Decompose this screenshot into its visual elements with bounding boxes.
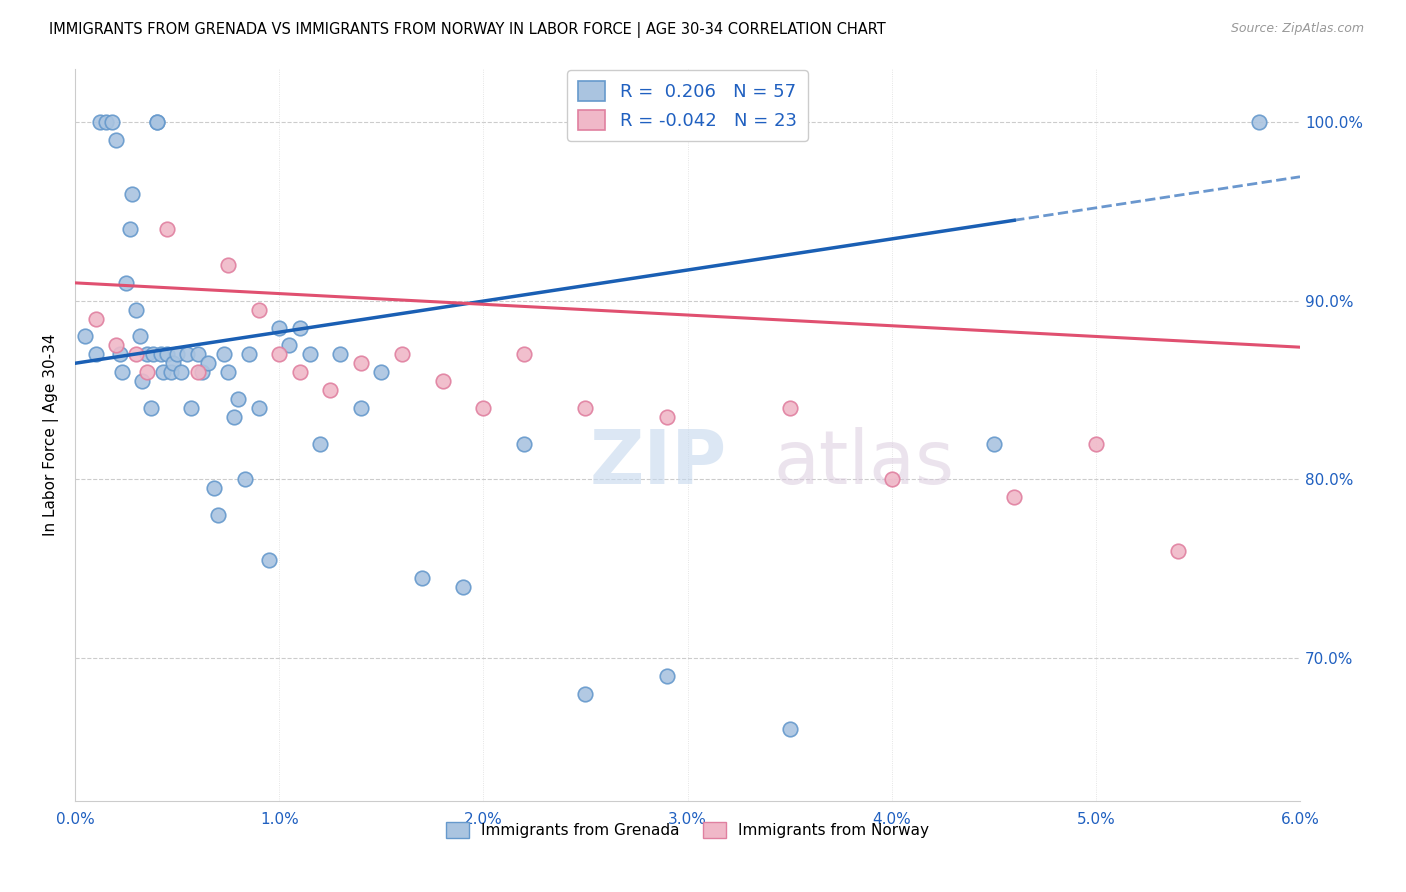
Point [156,347,179,361]
Point [655,669,678,683]
Point [574,401,596,415]
Point [104,338,127,352]
Point [160,365,183,379]
Point [162,356,184,370]
Point [84,311,107,326]
Point [202,481,225,495]
Point [149,347,172,361]
Point [217,258,239,272]
Point [139,401,162,415]
Point [89,115,111,129]
Point [131,374,153,388]
Point [247,401,270,415]
Point [319,383,342,397]
Point [329,347,352,361]
Point [152,365,174,379]
Point [288,365,311,379]
Point [104,133,127,147]
Y-axis label: In Labor Force | Age 30-34: In Labor Force | Age 30-34 [44,334,59,536]
Point [75,329,97,343]
Point [111,365,134,379]
Point [983,436,1005,450]
Point [156,222,179,236]
Point [125,302,148,317]
Point [145,115,167,129]
Point [880,472,903,486]
Point [197,356,219,370]
Point [779,723,801,737]
Point [472,401,495,415]
Point [120,222,142,236]
Point [411,571,433,585]
Point [108,347,131,361]
Point [145,115,167,129]
Point [370,365,392,379]
Point [1167,543,1189,558]
Point [170,365,193,379]
Point [655,409,678,424]
Point [176,347,198,361]
Point [513,347,536,361]
Point [224,409,246,424]
Point [257,553,280,567]
Point [212,347,235,361]
Point [129,329,152,343]
Point [350,401,373,415]
Point [166,347,188,361]
Point [779,401,801,415]
Point [135,347,157,361]
Point [1084,436,1107,450]
Point [121,186,143,201]
Point [247,302,270,317]
Legend: Immigrants from Grenada, Immigrants from Norway: Immigrants from Grenada, Immigrants from… [440,816,935,845]
Point [228,392,250,406]
Point [135,365,157,379]
Text: Source: ZipAtlas.com: Source: ZipAtlas.com [1230,22,1364,36]
Point [190,365,212,379]
Point [309,436,332,450]
Point [187,347,209,361]
Text: ZIP: ZIP [589,427,727,500]
Point [187,365,209,379]
Point [1249,115,1271,129]
Point [238,347,260,361]
Point [269,347,291,361]
Text: IMMIGRANTS FROM GRENADA VS IMMIGRANTS FROM NORWAY IN LABOR FORCE | AGE 30-34 COR: IMMIGRANTS FROM GRENADA VS IMMIGRANTS FR… [49,22,886,38]
Point [115,276,138,290]
Point [207,508,229,522]
Point [233,472,256,486]
Point [350,356,373,370]
Point [180,401,202,415]
Point [94,115,117,129]
Point [142,347,165,361]
Point [1002,490,1025,504]
Point [298,347,321,361]
Point [513,436,536,450]
Point [288,320,311,334]
Point [451,580,474,594]
Point [269,320,291,334]
Point [101,115,124,129]
Text: atlas: atlas [773,427,955,500]
Point [391,347,413,361]
Point [84,347,107,361]
Point [217,365,239,379]
Point [278,338,301,352]
Point [574,687,596,701]
Point [432,374,454,388]
Point [125,347,148,361]
